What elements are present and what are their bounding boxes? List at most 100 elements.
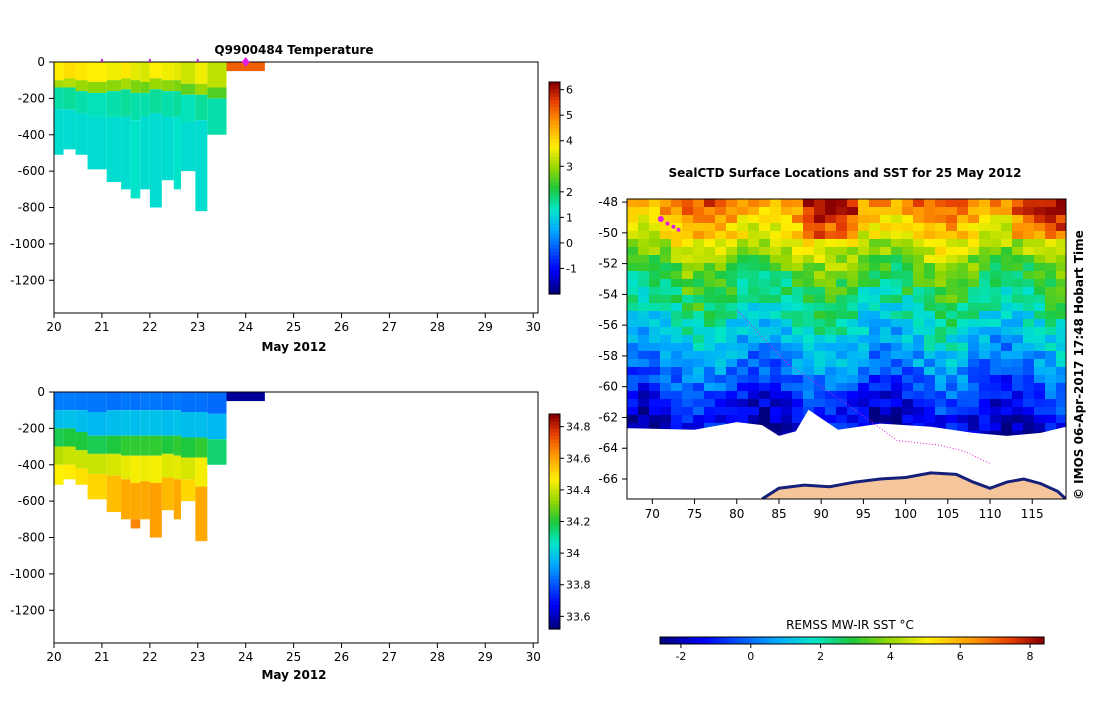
sst-cell xyxy=(737,287,749,296)
sst-cell xyxy=(902,271,914,280)
sst-cell xyxy=(946,383,958,392)
sst-cell xyxy=(770,399,782,408)
sst-cell xyxy=(792,239,804,248)
sst-cell xyxy=(836,415,848,424)
sst-cell xyxy=(715,351,727,360)
colorbar-swatch xyxy=(549,230,560,235)
lon-tick-label: 115 xyxy=(1021,507,1044,521)
sst-cell xyxy=(792,367,804,376)
sst-cell xyxy=(759,295,771,304)
sst-cell xyxy=(671,287,683,296)
sst-cell xyxy=(891,319,903,328)
sst-cell xyxy=(1001,239,1013,248)
sst-cell xyxy=(627,279,639,288)
sst-cell xyxy=(1045,223,1057,232)
section-cell xyxy=(121,435,131,456)
sst-cell xyxy=(781,199,793,208)
sst-cell xyxy=(858,415,870,424)
sst-cell xyxy=(803,271,815,280)
sst-cell xyxy=(946,207,958,216)
sst-cell xyxy=(946,367,958,376)
sst-cell xyxy=(737,303,749,312)
sst-cell xyxy=(1012,327,1024,336)
sst-cell xyxy=(627,207,639,216)
sst-cell xyxy=(979,399,991,408)
sst-cell xyxy=(1034,351,1046,360)
sst-cell xyxy=(1034,407,1046,416)
sst-cell xyxy=(704,303,716,312)
colorbar-swatch xyxy=(549,177,560,182)
sst-cell xyxy=(682,311,694,320)
colorbar-tick-label: 3 xyxy=(566,160,573,173)
sst-cell xyxy=(704,407,716,416)
sst-cell xyxy=(902,215,914,224)
sst-colorbar-swatch xyxy=(962,637,968,644)
colorbar-swatch xyxy=(549,145,560,150)
section-cell xyxy=(121,78,131,90)
sst-cell xyxy=(1045,423,1057,432)
section-cell xyxy=(161,80,174,92)
section-cell xyxy=(180,62,196,84)
sst-cell xyxy=(1001,223,1013,232)
sst-cell xyxy=(836,215,848,224)
sst-cell xyxy=(737,399,749,408)
sst-cell xyxy=(1056,383,1066,392)
sst-cell xyxy=(1056,247,1066,256)
sst-cell xyxy=(847,383,859,392)
sst-cell xyxy=(792,295,804,304)
sst-cell xyxy=(957,287,969,296)
sst-cell xyxy=(1001,391,1013,400)
sst-cell xyxy=(781,335,793,344)
sst-colorbar-title: REMSS MW-IR SST °C xyxy=(786,618,914,632)
sst-cell xyxy=(946,247,958,256)
colorbar-swatch xyxy=(549,467,560,472)
sst-cell xyxy=(836,359,848,368)
sst-cell xyxy=(770,287,782,296)
sst-cell xyxy=(946,215,958,224)
y-tick-label: -200 xyxy=(18,91,45,105)
sst-cell xyxy=(759,383,771,392)
sst-colorbar-swatch xyxy=(861,637,867,644)
sst-cell xyxy=(1012,231,1024,240)
sst-cell xyxy=(704,287,716,296)
sst-cell xyxy=(836,207,848,216)
sst-cell xyxy=(759,311,771,320)
sst-cell xyxy=(1001,327,1013,336)
colorbar-tick-label: 4 xyxy=(566,135,573,148)
x-tick-label: 21 xyxy=(94,320,109,334)
sst-cell xyxy=(638,279,650,288)
sst-cell xyxy=(737,335,749,344)
section-cell xyxy=(140,82,150,93)
colorbar-swatch xyxy=(549,589,560,594)
sst-cell xyxy=(913,407,925,416)
section-cell xyxy=(173,116,181,190)
colorbar-swatch xyxy=(549,457,560,462)
sst-cell xyxy=(792,391,804,400)
colorbar-swatch xyxy=(549,435,560,440)
sst-cell xyxy=(715,311,727,320)
sst-cell xyxy=(737,311,749,320)
sst-cell xyxy=(627,399,639,408)
sst-cell xyxy=(748,255,760,264)
x-tick-label: 21 xyxy=(94,650,109,664)
sst-cell xyxy=(814,231,826,240)
sst-cell xyxy=(682,255,694,264)
sst-cell xyxy=(1034,255,1046,264)
sst-cell xyxy=(825,407,837,416)
sst-cell xyxy=(627,343,639,352)
section-cell xyxy=(106,392,122,411)
sst-cell xyxy=(770,327,782,336)
sst-cell xyxy=(1034,287,1046,296)
sst-cell xyxy=(748,383,760,392)
sst-cell xyxy=(891,407,903,416)
colorbar-swatch xyxy=(549,82,560,87)
sst-cell xyxy=(836,343,848,352)
colorbar-swatch xyxy=(549,279,560,284)
sst-cell xyxy=(770,199,782,208)
sst-cell xyxy=(891,223,903,232)
sst-cell xyxy=(825,223,837,232)
sst-cell xyxy=(858,391,870,400)
sst-colorbar-swatch xyxy=(924,637,930,644)
sst-cell xyxy=(792,199,804,208)
